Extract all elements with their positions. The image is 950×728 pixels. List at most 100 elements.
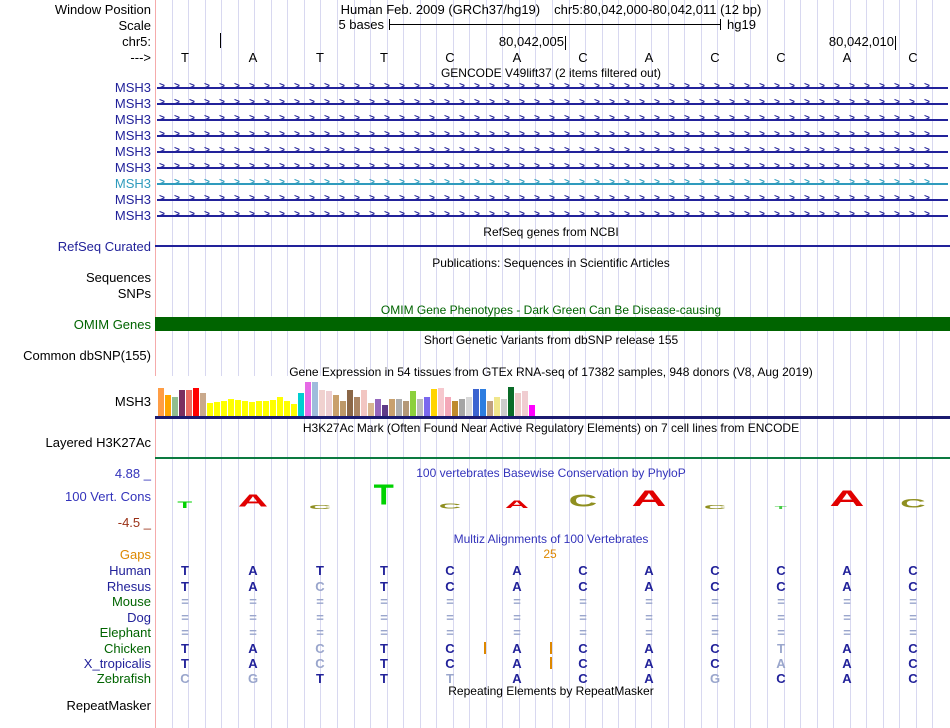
refseq-gene-line[interactable] <box>155 245 950 247</box>
species-label[interactable]: Mouse <box>111 594 151 609</box>
alignment-base[interactable]: C <box>578 563 588 578</box>
alignment-base[interactable]: C <box>710 641 720 656</box>
alignment-base[interactable]: C <box>578 579 588 594</box>
phylop-logo-letter[interactable]: C <box>300 488 340 510</box>
refseq-curated-label[interactable]: RefSeq Curated <box>57 239 151 254</box>
alignment-base[interactable]: = <box>513 610 521 625</box>
alignment-base[interactable]: C <box>710 579 720 594</box>
alignment-base[interactable]: = <box>843 594 851 609</box>
gtex-bar[interactable] <box>256 401 262 416</box>
gtex-bar[interactable] <box>382 405 388 416</box>
species-label[interactable]: Elephant <box>99 625 151 640</box>
gtex-bar[interactable] <box>515 393 521 416</box>
alignment-base[interactable]: = <box>711 625 719 640</box>
alignment-base[interactable]: C <box>445 641 455 656</box>
gtex-bar[interactable] <box>235 400 241 416</box>
alignment-base[interactable]: = <box>579 625 587 640</box>
gencode-gene-label[interactable]: MSH3 <box>114 80 151 95</box>
gtex-bar[interactable] <box>291 404 297 416</box>
gtex-bar[interactable] <box>228 399 234 416</box>
alignment-base[interactable]: = <box>579 610 587 625</box>
gtex-bar[interactable] <box>270 400 276 416</box>
alignment-base[interactable]: T <box>181 563 189 578</box>
alignment-base[interactable]: A <box>644 563 654 578</box>
dbsnp-track-title[interactable]: Short Genetic Variants from dbSNP releas… <box>423 333 679 347</box>
alignment-base[interactable]: A <box>512 563 522 578</box>
species-label[interactable]: Zebrafish <box>96 671 151 686</box>
alignment-base[interactable]: = <box>909 625 917 640</box>
phylop-logo-letter[interactable]: A <box>497 488 537 510</box>
alignment-base[interactable]: T <box>181 641 189 656</box>
alignment-base[interactable]: A <box>512 641 522 656</box>
gencode-gene-label[interactable]: MSH3 <box>114 176 151 191</box>
species-label[interactable]: Gaps <box>119 547 151 562</box>
alignment-base[interactable]: C <box>710 563 720 578</box>
alignment-base[interactable]: A <box>512 671 522 686</box>
gencode-gene-label[interactable]: MSH3 <box>114 112 151 127</box>
phylop-logo-letter[interactable]: A <box>827 488 867 510</box>
alignment-base[interactable]: = <box>843 625 851 640</box>
alignment-base[interactable]: A <box>842 563 852 578</box>
species-label[interactable]: Dog <box>127 610 151 625</box>
alignment-base[interactable]: T <box>181 656 189 671</box>
gtex-bar[interactable] <box>361 390 367 416</box>
gencode-gene-label[interactable]: MSH3 <box>114 208 151 223</box>
alignment-base[interactable]: C <box>776 563 786 578</box>
gtex-bar[interactable] <box>242 401 248 416</box>
gtex-bar[interactable] <box>389 399 395 416</box>
alignment-base[interactable]: A <box>776 656 786 671</box>
alignment-base[interactable]: T <box>181 579 189 594</box>
phylop-logo-letter[interactable]: C <box>695 488 735 510</box>
alignment-base[interactable]: C <box>710 656 720 671</box>
gtex-bar[interactable] <box>333 395 339 416</box>
gtex-bar[interactable] <box>368 403 374 416</box>
alignment-base[interactable]: A <box>248 579 258 594</box>
refseq-track-title[interactable]: RefSeq genes from NCBI <box>483 225 619 239</box>
h3k27ac-signal-line[interactable] <box>155 457 950 459</box>
gtex-bar[interactable] <box>347 390 353 416</box>
alignment-base[interactable]: C <box>180 671 190 686</box>
alignment-base[interactable]: A <box>644 656 654 671</box>
gtex-bar[interactable] <box>466 397 472 416</box>
phylop-logo-letter[interactable]: T <box>165 488 205 510</box>
alignment-base[interactable]: T <box>380 563 388 578</box>
alignment-base[interactable]: = <box>249 594 257 609</box>
repeatmasker-label[interactable]: RepeatMasker <box>66 698 151 713</box>
gene-arrow-line[interactable]: >>>>>>>>>>>>>>>>>>>>>>>>>>>>>>>>>>>>>>>>… <box>157 176 948 191</box>
gtex-bar[interactable] <box>410 391 416 416</box>
alignment-base[interactable]: T <box>777 641 785 656</box>
alignment-base[interactable]: A <box>248 656 258 671</box>
omim-genes-label[interactable]: OMIM Genes <box>73 317 151 332</box>
alignment-base[interactable]: A <box>842 656 852 671</box>
phylop-logo-letter[interactable]: A <box>629 488 669 510</box>
alignment-base[interactable]: = <box>579 594 587 609</box>
gtex-bar[interactable] <box>529 405 535 416</box>
alignment-base[interactable]: C <box>445 579 455 594</box>
gtex-bar[interactable] <box>319 390 325 416</box>
phylop-track-title[interactable]: 100 vertebrates Basewise Conservation by… <box>416 466 686 480</box>
alignment-base[interactable]: G <box>247 671 259 686</box>
alignment-base[interactable]: C <box>908 641 918 656</box>
alignment-base[interactable]: A <box>248 563 258 578</box>
gene-arrow-line[interactable]: >>>>>>>>>>>>>>>>>>>>>>>>>>>>>>>>>>>>>>>>… <box>157 112 948 127</box>
snps-label[interactable]: SNPs <box>117 286 151 301</box>
alignment-base[interactable]: C <box>315 641 325 656</box>
gtex-bar[interactable] <box>452 401 458 416</box>
gtex-bar[interactable] <box>186 390 192 416</box>
gene-arrow-line[interactable]: >>>>>>>>>>>>>>>>>>>>>>>>>>>>>>>>>>>>>>>>… <box>157 192 948 207</box>
gtex-bar[interactable] <box>172 397 178 416</box>
alignment-base[interactable]: = <box>316 625 324 640</box>
alignment-base[interactable]: C <box>445 563 455 578</box>
gtex-bar[interactable] <box>354 397 360 416</box>
alignment-base[interactable]: T <box>316 563 324 578</box>
alignment-base[interactable]: = <box>181 625 189 640</box>
repeatmasker-track-title[interactable]: Repeating Elements by RepeatMasker <box>448 684 654 698</box>
phylop-logo-letter[interactable]: C <box>893 488 933 510</box>
h3k27ac-label[interactable]: Layered H3K27Ac <box>45 435 151 450</box>
gtex-bar[interactable] <box>165 395 171 416</box>
alignment-base[interactable]: = <box>446 594 454 609</box>
gtex-bar[interactable] <box>340 401 346 416</box>
gtex-bar[interactable] <box>221 401 227 416</box>
alignment-base[interactable]: = <box>777 594 785 609</box>
gtex-gene-label[interactable]: MSH3 <box>114 394 151 409</box>
